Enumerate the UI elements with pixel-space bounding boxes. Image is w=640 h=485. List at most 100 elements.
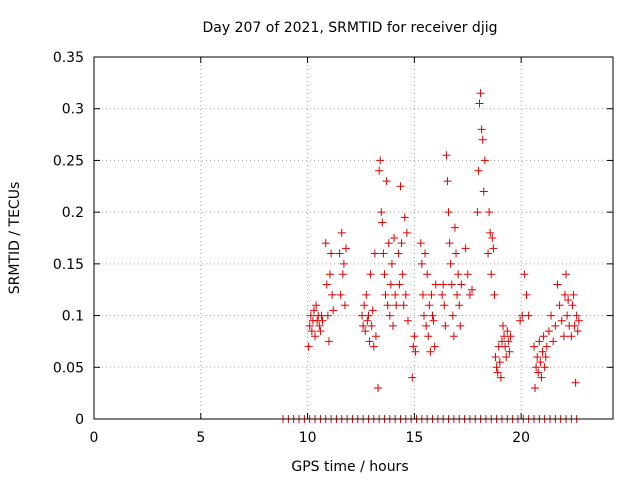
data-point bbox=[541, 352, 550, 361]
data-point bbox=[316, 327, 325, 336]
data-point bbox=[363, 316, 372, 325]
data-point bbox=[503, 327, 512, 336]
data-point bbox=[574, 316, 583, 325]
data-point bbox=[359, 321, 368, 330]
data-point bbox=[418, 290, 427, 299]
data-point bbox=[485, 208, 494, 217]
data-point bbox=[375, 166, 384, 175]
data-point bbox=[450, 223, 459, 232]
data-point bbox=[439, 280, 448, 289]
data-point bbox=[309, 306, 318, 315]
data-point bbox=[401, 290, 410, 299]
data-point bbox=[383, 301, 392, 310]
x-axis-label: GPS time / hours bbox=[291, 459, 408, 475]
data-point bbox=[463, 270, 472, 279]
data-point bbox=[382, 177, 391, 186]
data-point bbox=[312, 301, 321, 310]
data-point bbox=[369, 342, 378, 351]
data-point bbox=[392, 301, 401, 310]
data-point bbox=[409, 342, 418, 351]
data-point bbox=[360, 301, 369, 310]
data-point bbox=[539, 332, 548, 341]
data-point bbox=[489, 244, 498, 253]
data-point bbox=[560, 290, 569, 299]
data-point bbox=[538, 347, 547, 356]
data-point bbox=[569, 290, 578, 299]
data-point bbox=[468, 285, 477, 294]
data-point bbox=[340, 301, 349, 310]
data-point bbox=[572, 311, 581, 320]
data-point bbox=[454, 270, 463, 279]
data-point bbox=[501, 342, 510, 351]
data-point bbox=[549, 337, 558, 346]
data-point bbox=[490, 290, 499, 299]
data-point bbox=[529, 342, 538, 351]
data-point bbox=[430, 342, 439, 351]
data-point bbox=[378, 218, 387, 227]
data-point bbox=[408, 373, 417, 382]
data-point bbox=[403, 316, 412, 325]
data-point bbox=[411, 347, 420, 356]
x-tick-label: 20 bbox=[512, 430, 530, 446]
data-point bbox=[386, 280, 395, 289]
data-point bbox=[488, 234, 497, 242]
data-point bbox=[443, 177, 452, 186]
data-point bbox=[476, 89, 485, 98]
data-point bbox=[499, 321, 508, 330]
y-tick-label: 0.2 bbox=[62, 205, 84, 221]
data-point bbox=[495, 358, 504, 367]
data-point bbox=[452, 249, 461, 258]
data-point bbox=[520, 270, 529, 279]
data-point bbox=[516, 316, 525, 325]
x-tick-label: 15 bbox=[405, 430, 423, 446]
data-point bbox=[323, 311, 332, 320]
data-point bbox=[426, 347, 435, 356]
data-point bbox=[532, 363, 541, 372]
data-point bbox=[524, 311, 533, 320]
data-point bbox=[448, 311, 457, 320]
data-point bbox=[387, 259, 396, 268]
data-point bbox=[371, 332, 380, 341]
data-point bbox=[564, 296, 573, 305]
y-tick-label: 0 bbox=[75, 412, 84, 428]
data-point bbox=[396, 182, 405, 191]
data-point bbox=[502, 352, 511, 361]
data-point bbox=[431, 280, 440, 289]
data-point bbox=[423, 270, 432, 279]
data-point bbox=[453, 290, 462, 299]
data-point bbox=[491, 352, 500, 361]
data-point bbox=[307, 327, 316, 336]
data-point bbox=[493, 368, 502, 377]
data-point bbox=[447, 280, 456, 289]
data-point bbox=[368, 306, 377, 315]
data-point bbox=[326, 270, 335, 279]
data-point bbox=[492, 363, 501, 372]
data-point bbox=[422, 321, 431, 330]
data-point bbox=[321, 239, 330, 248]
data-point bbox=[559, 332, 568, 341]
data-point bbox=[390, 234, 399, 242]
data-point bbox=[427, 290, 436, 299]
data-point bbox=[395, 280, 404, 289]
data-point bbox=[327, 249, 336, 258]
data-point bbox=[384, 239, 393, 248]
data-point bbox=[544, 327, 553, 336]
data-point bbox=[397, 239, 406, 248]
data-point bbox=[399, 301, 408, 310]
data-point bbox=[449, 332, 458, 341]
data-point bbox=[496, 373, 505, 382]
data-point bbox=[506, 332, 515, 341]
data-point bbox=[380, 270, 389, 279]
data-point bbox=[438, 290, 447, 299]
data-point bbox=[318, 316, 327, 325]
data-point bbox=[484, 249, 493, 258]
data-point bbox=[428, 311, 437, 320]
data-point bbox=[571, 378, 580, 387]
data-point bbox=[381, 290, 390, 299]
data-point bbox=[305, 321, 314, 330]
data-point bbox=[480, 156, 489, 165]
data-point bbox=[425, 301, 434, 310]
y-tick-label: 0.25 bbox=[53, 153, 84, 169]
data-point bbox=[389, 321, 398, 330]
